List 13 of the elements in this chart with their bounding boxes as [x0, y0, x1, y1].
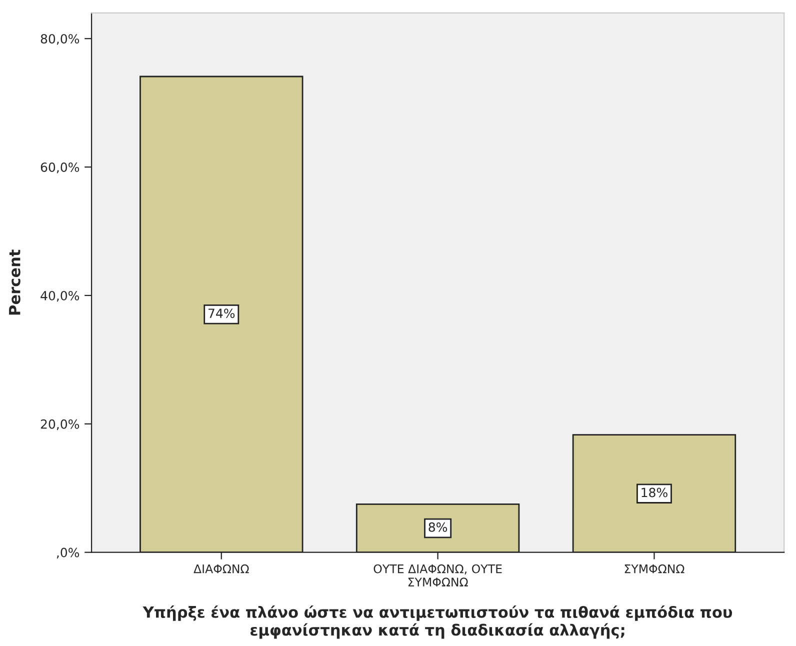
- y-tick-label: 20,0%: [40, 419, 80, 430]
- x-axis-title: Υπήρξε ένα πλάνο ώστε να αντιμετωπιστούν τα πιθανά εμπόδια που εμφανίστηκαν κατά τη διαδικασία αλλαγής;: [142, 605, 732, 639]
- x-tick-label: ΟΥΤΕ ΔΙΑΦΩΝΩ, ΟΥΤΕ ΣΥΜΦΩΝΩ: [374, 564, 502, 586]
- x-tick-label: ΣΥΜΦΩΝΩ: [624, 564, 684, 574]
- x-tick-label: ΔΙΑΦΩΝΩ: [194, 564, 249, 574]
- y-tick-label: 80,0%: [40, 34, 80, 45]
- data-label: 8%: [428, 522, 448, 532]
- y-tick-label: 40,0%: [40, 290, 80, 302]
- y-axis-title: Percent: [9, 250, 20, 315]
- y-tick-label: 60,0%: [40, 162, 80, 174]
- y-tick-label: ,0%: [56, 548, 80, 559]
- data-label: 74%: [208, 308, 235, 318]
- data-label: 18%: [642, 488, 668, 498]
